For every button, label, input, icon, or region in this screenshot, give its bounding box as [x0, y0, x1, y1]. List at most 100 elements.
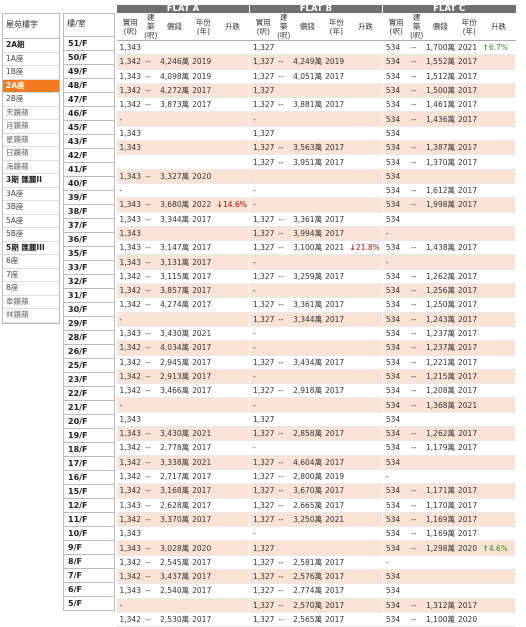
floor-label[interactable]: 30/F — [64, 303, 114, 317]
cell-price[interactable]: 1,461萬 — [423, 97, 458, 113]
cell-price[interactable]: 1,100萬 — [423, 612, 458, 627]
cell-price[interactable]: 3,680萬 — [157, 197, 192, 213]
cell-price[interactable]: 3,430萬 — [157, 326, 192, 342]
cell-price[interactable]: 1,221萬 — [423, 355, 458, 370]
cell-price[interactable]: 4,098萬 — [157, 69, 192, 84]
cell-price[interactable]: 1,215萬 — [423, 369, 458, 385]
floor-label[interactable]: 18/F — [64, 443, 114, 457]
cell-price[interactable]: 1,368萬 — [423, 397, 458, 413]
floor-label[interactable]: 16/F — [64, 471, 114, 485]
sidebar-item[interactable]: 2B座 — [3, 93, 59, 107]
cell-price[interactable]: 1,387萬 — [423, 140, 458, 156]
floor-label[interactable]: 37/F — [64, 219, 114, 233]
cell-price[interactable]: 4,034萬 — [157, 340, 192, 356]
floor-label[interactable]: 20/F — [64, 415, 114, 429]
cell-price[interactable]: 2,800萬 — [290, 469, 325, 485]
floor-label[interactable]: 50/F — [64, 51, 114, 65]
sidebar-item[interactable]: 5期 匯麗III — [3, 242, 59, 255]
cell-price[interactable]: 1,169萬 — [423, 526, 458, 542]
sidebar-item[interactable]: 8座 — [3, 282, 59, 296]
floor-label[interactable]: 9/F — [64, 541, 114, 555]
floor-label[interactable]: 31/F — [64, 289, 114, 303]
floor-label[interactable]: 51/F — [64, 37, 114, 51]
cell-price[interactable]: 1,170萬 — [423, 498, 458, 513]
sidebar-item[interactable]: 車鑽蘋 — [3, 296, 59, 309]
cell-price[interactable]: 2,540萬 — [157, 583, 192, 599]
sidebar-item[interactable]: 6座 — [3, 255, 59, 269]
cell-price[interactable]: 3,361萬 — [290, 212, 325, 227]
sidebar-item[interactable]: 林鑽蘋 — [3, 309, 59, 323]
sidebar-item[interactable]: 3期 匯麗II — [3, 174, 59, 188]
cell-price[interactable]: 1,298萬 — [423, 540, 458, 556]
cell-price[interactable]: 1,171萬 — [423, 483, 458, 499]
cell-price[interactable]: 2,918萬 — [290, 383, 325, 399]
cell-price[interactable]: 1,243萬 — [423, 312, 458, 327]
floor-label[interactable]: 25/F — [64, 359, 114, 373]
cell-price[interactable]: 2,913萬 — [157, 369, 192, 385]
cell-price[interactable]: 3,437萬 — [157, 569, 192, 585]
cell-price[interactable]: 1,436萬 — [423, 111, 458, 127]
cell-price[interactable]: 3,168萬 — [157, 483, 192, 499]
floor-label[interactable]: 40/F — [64, 177, 114, 191]
cell-price[interactable]: 3,994萬 — [290, 226, 325, 242]
cell-price[interactable]: 2,665萬 — [290, 498, 325, 513]
cell-price[interactable]: 3,327萬 — [157, 169, 192, 184]
sidebar-item[interactable]: 2A期 — [3, 39, 59, 53]
cell-price[interactable]: 1,312萬 — [423, 598, 458, 613]
cell-price[interactable]: 2,945萬 — [157, 355, 192, 370]
floor-label[interactable]: 5/F — [64, 597, 114, 611]
cell-price[interactable]: 1,237萬 — [423, 326, 458, 342]
sidebar-item[interactable]: 天鑽蘋 — [3, 107, 59, 120]
cell-price[interactable]: 3,338萬 — [157, 455, 192, 470]
floor-label[interactable]: 12/F — [64, 499, 114, 513]
cell-price[interactable]: 4,051萬 — [290, 69, 325, 84]
cell-price[interactable]: 3,881萬 — [290, 97, 325, 113]
sidebar-item[interactable]: 1B座 — [3, 66, 59, 80]
cell-price[interactable]: 2,576萬 — [290, 569, 325, 585]
sidebar-item[interactable]: 日鑽蘋 — [3, 147, 59, 161]
cell-price[interactable]: 1,700萬 — [423, 40, 458, 56]
floor-label[interactable]: 11/F — [64, 513, 114, 527]
cell-price[interactable]: 4,249萬 — [290, 54, 325, 70]
cell-price[interactable]: 1,208萬 — [423, 383, 458, 399]
floor-label[interactable]: 28/F — [64, 331, 114, 345]
cell-price[interactable]: 3,563萬 — [290, 140, 325, 156]
floor-label[interactable]: 46/F — [64, 107, 114, 121]
cell-price[interactable]: 1,612萬 — [423, 183, 458, 199]
cell-price[interactable]: 2,778萬 — [157, 440, 192, 456]
cell-price[interactable]: 1,179萬 — [423, 440, 458, 456]
cell-price[interactable]: 2,858萬 — [290, 426, 325, 442]
cell-price[interactable]: 3,857萬 — [157, 283, 192, 299]
cell-price[interactable]: 3,670萬 — [290, 483, 325, 499]
sidebar-item[interactable]: 5B座 — [3, 228, 59, 242]
cell-price[interactable]: 4,274萬 — [157, 297, 192, 313]
cell-price[interactable]: 1,512萬 — [423, 69, 458, 84]
cell-price[interactable]: 2,565萬 — [290, 612, 325, 627]
floor-label[interactable]: 26/F — [64, 345, 114, 359]
floor-label[interactable]: 22/F — [64, 387, 114, 401]
cell-price[interactable]: 1,262萬 — [423, 426, 458, 442]
floor-label[interactable]: 45/F — [64, 121, 114, 135]
cell-price[interactable]: 3,430萬 — [157, 426, 192, 442]
cell-price[interactable]: 2,545萬 — [157, 555, 192, 570]
floor-label[interactable]: 32/F — [64, 275, 114, 289]
floor-label[interactable]: 17/F — [64, 457, 114, 471]
floor-label[interactable]: 41/F — [64, 163, 114, 177]
cell-price[interactable]: 3,115萬 — [157, 269, 192, 285]
cell-price[interactable]: 4,246萬 — [157, 54, 192, 70]
cell-price[interactable]: 1,998萬 — [423, 197, 458, 213]
cell-price[interactable]: 1,370萬 — [423, 154, 458, 170]
floor-label[interactable]: 35/F — [64, 247, 114, 261]
cell-price[interactable]: 2,581萬 — [290, 555, 325, 570]
floor-label[interactable]: 39/F — [64, 191, 114, 205]
cell-price[interactable]: 1,256萬 — [423, 283, 458, 299]
sidebar-item[interactable]: 1A座 — [3, 53, 59, 66]
cell-price[interactable]: 1,250萬 — [423, 297, 458, 313]
cell-price[interactable]: 3,466萬 — [157, 383, 192, 399]
cell-price[interactable]: 3,873萬 — [157, 97, 192, 113]
floor-label[interactable]: 19/F — [64, 429, 114, 443]
cell-price[interactable]: 2,530萬 — [157, 612, 192, 627]
sidebar-item[interactable]: 月鑽蘋 — [3, 120, 59, 134]
cell-price[interactable]: 3,951萬 — [290, 154, 325, 170]
floor-label[interactable]: 7/F — [64, 569, 114, 583]
